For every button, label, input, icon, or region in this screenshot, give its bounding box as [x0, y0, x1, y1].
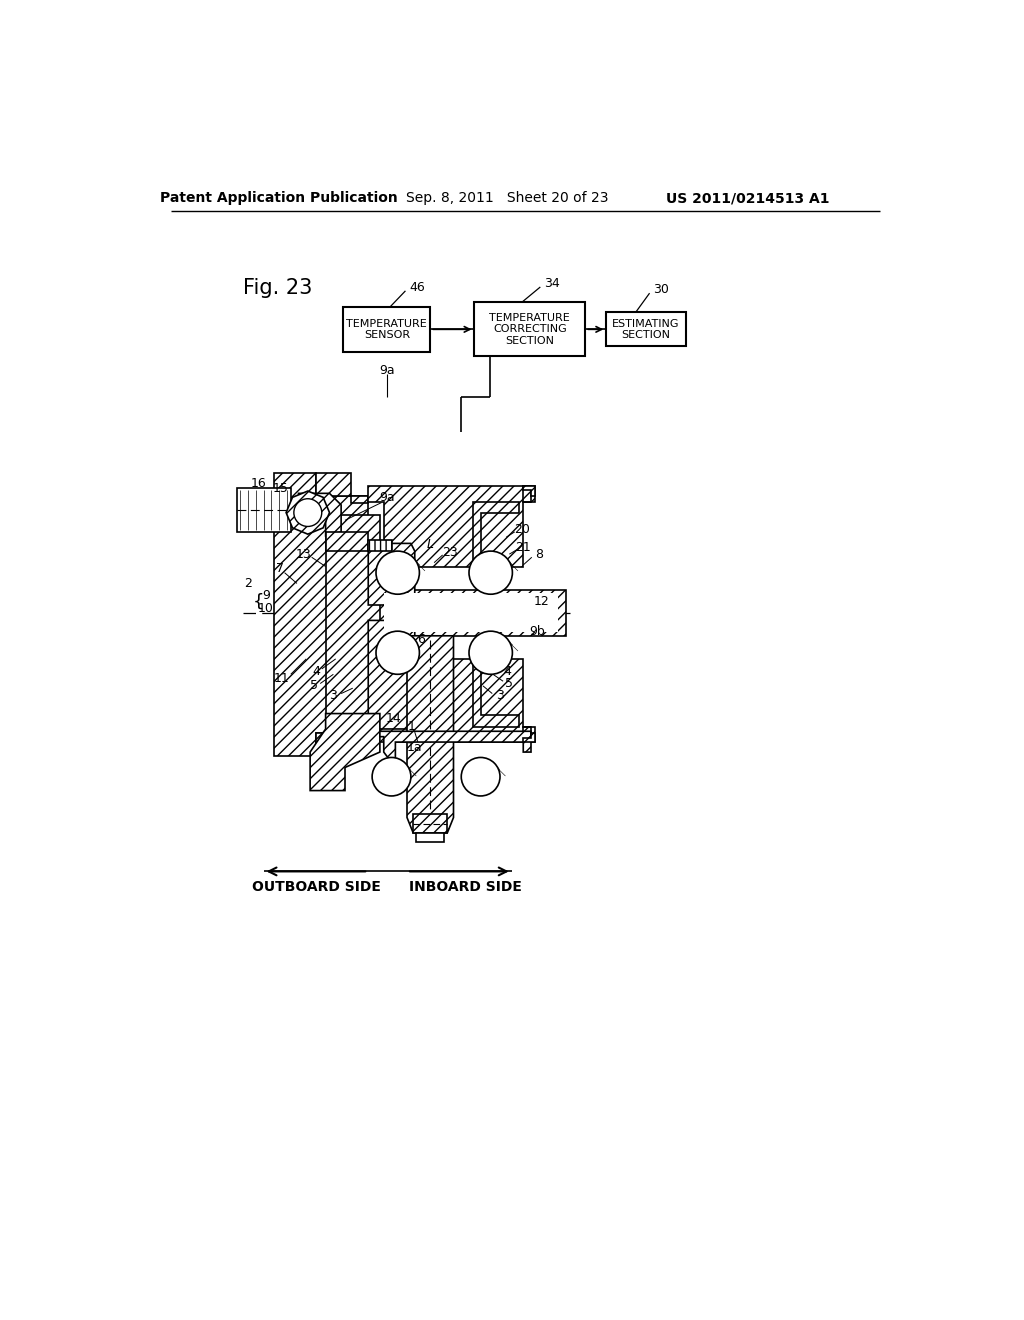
Text: Sep. 8, 2011   Sheet 20 of 23: Sep. 8, 2011 Sheet 20 of 23	[407, 191, 609, 206]
Polygon shape	[523, 487, 535, 502]
Polygon shape	[299, 494, 341, 536]
Text: 5: 5	[310, 680, 318, 693]
Text: Patent Application Publication: Patent Application Publication	[160, 191, 398, 206]
Polygon shape	[369, 544, 415, 605]
Text: 12: 12	[534, 595, 549, 609]
Polygon shape	[286, 491, 330, 535]
Text: 9a: 9a	[379, 491, 394, 504]
Polygon shape	[316, 725, 369, 756]
Text: {: {	[253, 593, 264, 611]
Text: 11: 11	[273, 672, 290, 685]
Polygon shape	[310, 714, 380, 791]
Text: 8: 8	[535, 548, 543, 561]
Polygon shape	[369, 487, 531, 566]
Text: 9: 9	[262, 589, 270, 602]
Circle shape	[461, 758, 500, 796]
Text: TEMPERATURE
CORRECTING
SECTION: TEMPERATURE CORRECTING SECTION	[489, 313, 570, 346]
Text: L: L	[427, 539, 434, 552]
Text: 4: 4	[504, 665, 512, 678]
Text: 5: 5	[505, 677, 513, 690]
Text: 3: 3	[496, 689, 504, 702]
Text: 1a: 1a	[407, 741, 423, 754]
Text: Fig. 23: Fig. 23	[243, 277, 312, 298]
Circle shape	[372, 758, 411, 796]
Polygon shape	[473, 502, 519, 566]
Text: 14: 14	[385, 713, 401, 726]
Text: ESTIMATING
SECTION: ESTIMATING SECTION	[612, 318, 680, 341]
Text: 15: 15	[272, 482, 289, 495]
Polygon shape	[523, 733, 535, 742]
Text: OUTBOARD SIDE: OUTBOARD SIDE	[252, 880, 381, 894]
Text: 30: 30	[653, 282, 670, 296]
Polygon shape	[369, 620, 415, 729]
Text: 13: 13	[295, 548, 311, 561]
Polygon shape	[473, 659, 519, 726]
Polygon shape	[369, 540, 391, 552]
Text: 20: 20	[514, 523, 529, 536]
Polygon shape	[384, 594, 558, 632]
Polygon shape	[316, 473, 369, 503]
Polygon shape	[326, 515, 380, 714]
Circle shape	[294, 499, 322, 527]
Text: US 2011/0214513 A1: US 2011/0214513 A1	[667, 191, 829, 206]
Text: INBOARD SIDE: INBOARD SIDE	[409, 880, 521, 894]
Polygon shape	[326, 532, 369, 552]
Polygon shape	[369, 659, 531, 742]
Polygon shape	[380, 731, 531, 767]
Text: 9a: 9a	[379, 363, 394, 376]
Circle shape	[469, 552, 512, 594]
Text: 1: 1	[408, 721, 416, 733]
Circle shape	[376, 631, 420, 675]
Text: 10: 10	[258, 602, 273, 615]
Bar	[474, 302, 586, 356]
Text: 21: 21	[515, 541, 531, 554]
Text: 6: 6	[417, 634, 425, 647]
Text: 23: 23	[441, 546, 458, 560]
Text: 7: 7	[275, 561, 284, 574]
Bar	[417, 833, 444, 842]
Bar	[343, 308, 430, 351]
Bar	[414, 813, 447, 833]
Text: 16: 16	[250, 477, 266, 490]
Bar	[237, 488, 291, 532]
Text: 34: 34	[544, 277, 560, 289]
Text: 9b: 9b	[529, 626, 545, 639]
Circle shape	[376, 552, 420, 594]
Text: 46: 46	[410, 281, 425, 294]
Polygon shape	[407, 636, 454, 833]
Bar	[606, 313, 686, 346]
Text: 4: 4	[312, 665, 321, 678]
Text: 2: 2	[244, 577, 252, 590]
Text: 3: 3	[330, 689, 337, 702]
Polygon shape	[273, 473, 369, 756]
Polygon shape	[523, 487, 535, 496]
Polygon shape	[523, 726, 535, 742]
Circle shape	[469, 631, 512, 675]
Polygon shape	[369, 590, 566, 636]
Text: TEMPERATURE
SENSOR: TEMPERATURE SENSOR	[346, 318, 427, 341]
